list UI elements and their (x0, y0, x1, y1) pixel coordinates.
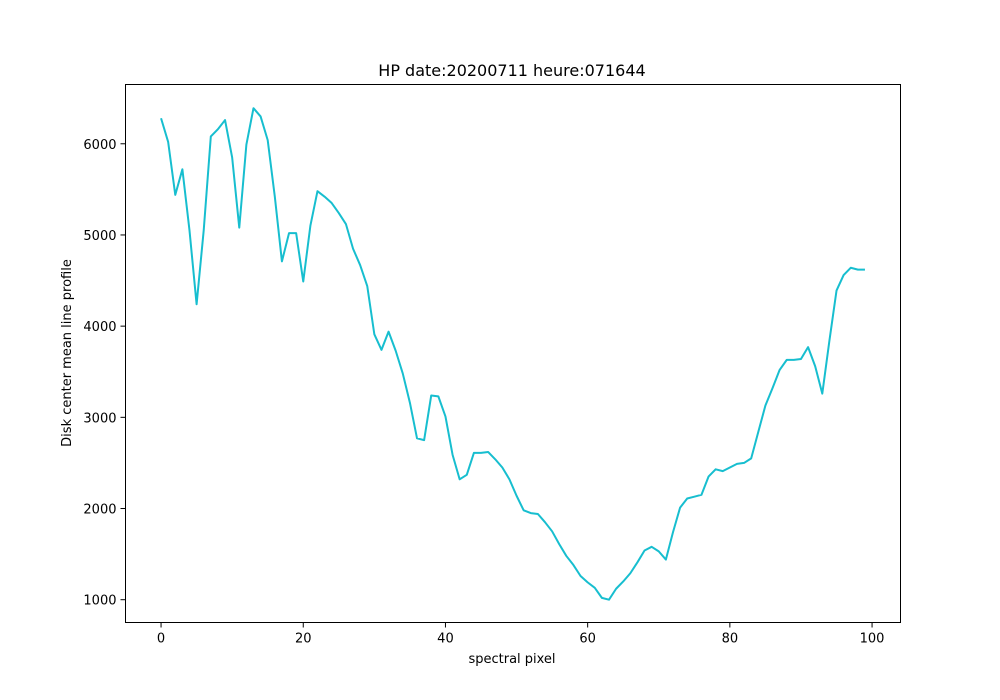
chart-title: HP date:20200711 heure:071644 (378, 61, 645, 80)
plot-area (125, 84, 901, 623)
x-tick-label: 40 (437, 632, 454, 647)
y-tick-label: 3000 (83, 411, 116, 426)
x-tick-label: 100 (860, 632, 885, 647)
plot-frame (125, 84, 901, 623)
y-tick-label: 1000 (83, 594, 116, 609)
x-axis: 0 20 40 60 80 100 (157, 622, 885, 647)
y-axis-label: Disk center mean line profile (60, 259, 75, 447)
y-tick-label: 6000 (83, 138, 116, 153)
y-tick-label: 4000 (83, 320, 116, 335)
x-tick-label: 0 (157, 632, 165, 647)
y-tick-label: 2000 (83, 503, 116, 518)
y-axis: 1000 2000 3000 4000 5000 6000 (83, 138, 126, 609)
x-tick-label: 80 (722, 632, 739, 647)
y-tick-label: 5000 (83, 229, 116, 244)
series-line (160, 107, 865, 601)
x-tick-label: 20 (295, 632, 312, 647)
x-tick-label: 60 (579, 632, 596, 647)
x-axis-label: spectral pixel (468, 652, 555, 667)
